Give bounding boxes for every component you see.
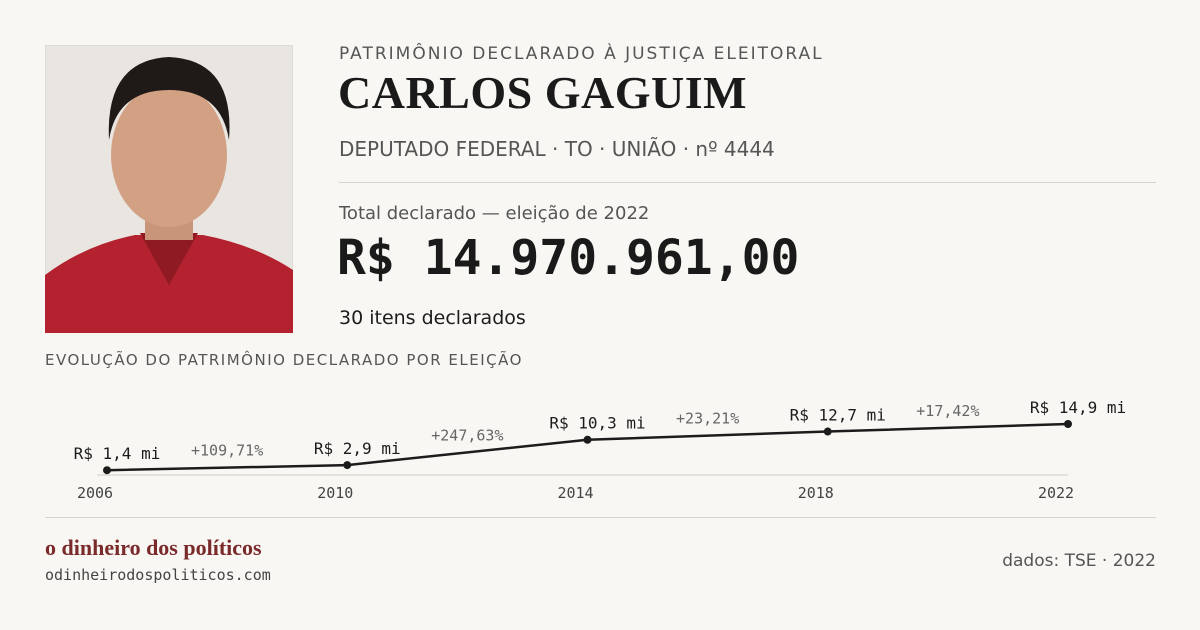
value-label: R$ 12,7 mi <box>790 406 886 425</box>
items-count: 30 itens declarados <box>339 307 526 329</box>
x-tick-label: 2022 <box>1038 484 1074 502</box>
x-tick-label: 2006 <box>77 484 113 502</box>
candidate-name: CARLOS GAGUIM <box>338 67 748 118</box>
total-label: Total declarado — eleição de 2022 <box>339 203 650 224</box>
change-label: +247,63% <box>431 426 503 444</box>
chart: R$ 1,4 mi 2006 R$ 2,9 mi 2010 R$ 10,3 mi 2014… <box>74 398 1127 502</box>
change-label: +17,42% <box>916 402 979 420</box>
point <box>343 461 352 470</box>
x-tick-label: 2010 <box>317 484 353 502</box>
total-amount: R$ 14.970.961,00 <box>337 230 800 286</box>
kicker: PATRIMÔNIO DECLARADO À JUSTIÇA ELEITORAL <box>339 44 824 64</box>
portrait <box>45 45 293 333</box>
brand: o dinheiro dos políticos <box>45 535 262 560</box>
divider <box>45 517 1156 518</box>
url: odinheirodospoliticos.com <box>45 566 271 584</box>
value-label: R$ 10,3 mi <box>549 414 645 433</box>
divider <box>339 182 1156 183</box>
value-label: R$ 14,9 mi <box>1030 398 1126 417</box>
x-tick-label: 2014 <box>557 484 593 502</box>
value-label: R$ 1,4 mi <box>74 444 161 463</box>
point <box>583 435 592 444</box>
value-label: R$ 2,9 mi <box>314 439 401 458</box>
point <box>103 466 111 475</box>
role: DEPUTADO FEDERAL · TO · UNIÃO · nº 4444 <box>339 137 775 161</box>
source: dados: TSE · 2022 <box>1002 551 1156 571</box>
point <box>1064 420 1072 428</box>
x-tick-label: 2018 <box>798 484 834 502</box>
chart-title: EVOLUÇÃO DO PATRIMÔNIO DECLARADO POR ELE… <box>45 351 523 369</box>
change-label: +109,71% <box>191 442 263 460</box>
point <box>823 427 832 436</box>
change-label: +23,21% <box>676 410 739 428</box>
